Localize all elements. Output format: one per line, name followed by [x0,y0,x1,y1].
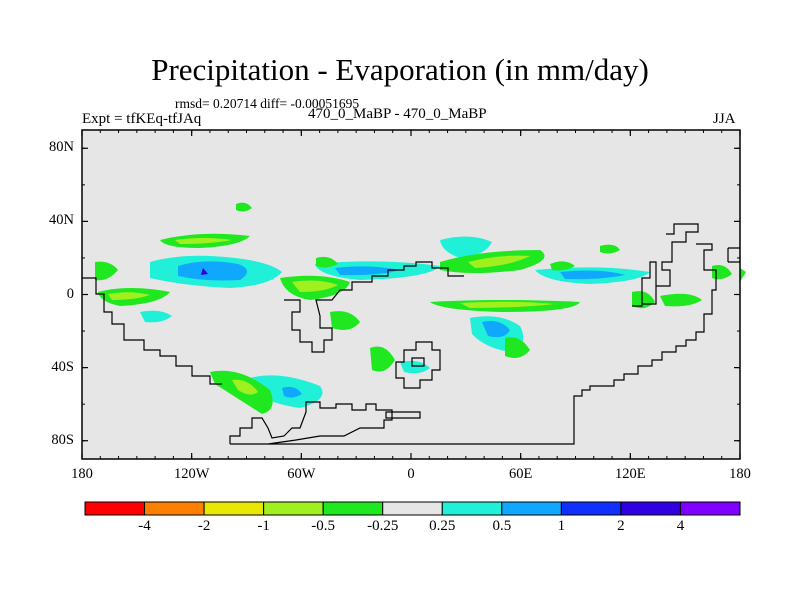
colorbar-swatch [322,501,384,516]
contour-fill [232,379,258,395]
contour-fill [482,321,510,338]
contour-fill [468,255,530,268]
colorbar-swatch [144,501,205,516]
coastlines [82,223,740,445]
colorbar-label: 1 [557,518,566,534]
colorbar-label: 0.25 [429,518,456,534]
lat-tick-label: 80N [49,139,74,156]
coastline-northeast [656,223,699,287]
experiment-label: Expt = tfKEq-tfJAq [82,111,202,127]
coastline-central-loop [284,261,464,353]
colorbar-swatch [203,501,265,516]
lon-tick-label: 120E [615,466,646,482]
lon-tick-label: 120W [173,466,210,482]
contour-fill [560,270,625,280]
colorbar-swatch [501,501,562,516]
contour-fill [550,261,575,271]
map-title: Precipitation - Evaporation (in mm/day) [151,52,649,87]
contour-fill [282,386,302,398]
colorbar-swatch [382,501,443,516]
contour-fill [236,202,252,212]
contour-fill [740,268,746,282]
rmsd-diff-stats: rmsd= 0.20714 diff= -0.00051695 [175,96,360,111]
contour-fill [140,310,172,323]
contour-fill [292,280,338,292]
lon-tick-label: 180 [71,466,93,482]
colorbar-swatch [560,501,622,516]
colorbar-swatch [441,501,503,516]
contour-fill [600,244,620,254]
colorbar [84,501,741,516]
contour-fill [178,261,248,281]
contour-fill [201,268,208,275]
lon-tick-label: 0 [407,466,415,482]
contour-fill [175,238,232,244]
season-label: JJA [713,111,736,127]
axis-ticks [81,130,741,459]
lon-tick-label: 60W [287,466,316,482]
lat-tick-label: 80S [51,431,74,448]
lon-tick-label: 60E [508,466,533,482]
map-background [82,130,740,459]
colorbar-swatch [84,501,146,516]
colorbar-label: -2 [197,518,211,534]
coastline-spiral [395,341,441,389]
contour-fill [370,346,395,372]
colorbar-label: 0.5 [492,518,512,534]
colorbar-label: 4 [676,518,685,534]
coastline-east-block [632,261,657,307]
contour-fill [95,261,118,281]
colorbar-swatch [263,501,324,516]
contour-fill [210,370,273,414]
lat-tick-label: 0 [66,285,74,302]
coastline-east-edge [727,247,740,263]
lat-tick-label: 40N [49,212,74,229]
colorbar-label: -4 [138,518,151,534]
colorbar-label: -1 [257,518,270,534]
colorbar-swatch [620,501,681,516]
contour-fill [335,266,400,276]
coastline-southern-continent [229,243,717,445]
contour-fill [400,360,430,374]
contour-fill [316,256,338,268]
lat-tick-label: 40S [51,358,74,375]
colorbar-label: -0.5 [311,518,336,534]
contour-fill [660,293,702,307]
coastline-island [385,411,421,419]
colorbar-label: -0.25 [367,518,399,534]
contour-fill [460,301,555,308]
colorbar-swatch [679,501,741,516]
contour-fill [505,337,530,358]
period-label: 470_0_MaBP - 470_0_MaBP [308,106,487,122]
colorbar-label: 2 [617,518,625,534]
contour-fill [330,311,360,330]
contour-fill [712,265,732,280]
map-plot-area [81,129,746,460]
lon-tick-label: 180 [729,466,751,482]
contour-fill [108,292,150,300]
coastline-west-continent [82,277,222,385]
positive-anomaly-fills [140,236,650,408]
contour-fill [440,236,492,258]
